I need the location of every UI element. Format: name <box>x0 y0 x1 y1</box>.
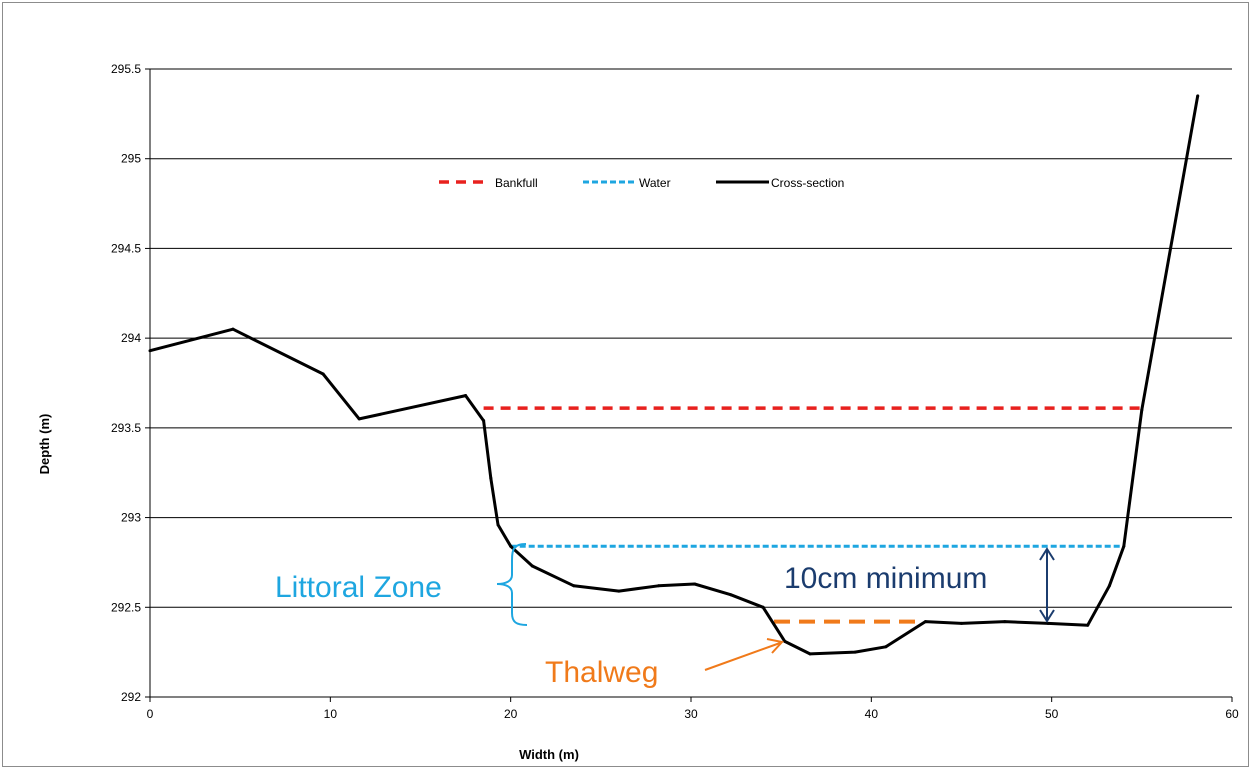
legend-label-water: Water <box>639 176 671 190</box>
ten-cm-minimum-label: 10cm minimum <box>784 562 987 595</box>
thalweg-label: Thalweg <box>545 656 658 689</box>
cross-section-point-15 <box>761 605 765 609</box>
cross-section-point-18 <box>853 650 857 654</box>
x-tick-labels: 0 10 20 30 40 50 60 <box>147 707 1239 721</box>
y-tick-label-0: 292 <box>121 690 141 704</box>
cross-section-point-2 <box>321 372 325 376</box>
cross-section-point-19 <box>884 645 888 649</box>
cross-section-point-8 <box>509 544 513 548</box>
cross-section-point-16 <box>783 639 787 643</box>
y-tick-label-5: 294.5 <box>111 241 141 255</box>
x-tick-label-1: 10 <box>324 707 338 721</box>
cross-section-point-24 <box>1086 623 1090 627</box>
cross-section-point-0 <box>148 349 152 353</box>
thalweg-arrow-shaft <box>704 642 781 671</box>
axes <box>145 68 1233 702</box>
x-tick-label-2: 20 <box>504 707 518 721</box>
x-tick-label-5: 50 <box>1045 707 1059 721</box>
cross-section-point-21 <box>960 621 963 625</box>
y-tick-label-2: 293 <box>121 511 141 525</box>
x-tick-label-6: 60 <box>1225 707 1239 721</box>
x-axis-title: Width (m) <box>519 747 579 762</box>
series-lines <box>148 94 1200 656</box>
cross-section-point-7 <box>496 523 500 527</box>
gridlines <box>150 68 1232 608</box>
cross-section-point-25 <box>1107 584 1111 588</box>
cross-section-point-4 <box>464 394 468 398</box>
thalweg-arrow-head <box>766 638 784 654</box>
cross-section-point-1 <box>231 327 235 331</box>
cross-section-point-10 <box>572 584 576 588</box>
legend-label-cross-section: Cross-section <box>771 176 844 190</box>
y-tick-label-6: 295 <box>121 152 141 166</box>
annotations: Littoral Zone 10cm minimum Thalweg <box>275 543 1055 689</box>
littoral-zone-label: Littoral Zone <box>275 571 442 604</box>
littoral-brace <box>496 543 528 626</box>
y-tick-label-7: 295.5 <box>111 62 141 76</box>
cross-section-point-26 <box>1122 544 1126 548</box>
x-tick-label-3: 30 <box>684 707 698 721</box>
x-tick-label-4: 40 <box>865 707 879 721</box>
cross-section-point-6 <box>489 476 493 480</box>
y-axis-title: Depth (m) <box>37 414 52 475</box>
cross-section-point-28 <box>1196 94 1200 98</box>
cross-section-chart: 292 292.5 293 293.5 294 294.5 295 295.5 0 10 20 30… <box>37 62 1239 762</box>
cross-section-point-14 <box>729 593 733 597</box>
cross-section-point-23 <box>1046 621 1050 625</box>
cross-section-point-11 <box>617 589 621 593</box>
cross-section-point-9 <box>530 564 534 568</box>
cross-section-point-17 <box>808 652 812 656</box>
ten-cm-arrow-head-bottom <box>1039 609 1055 623</box>
legend-label-bankfull: Bankfull <box>495 176 538 190</box>
cross-section-point-3 <box>357 417 361 421</box>
cross-section-point-27 <box>1140 408 1144 412</box>
x-tick-label-0: 0 <box>147 707 154 721</box>
legend: Bankfull Water Cross-section <box>439 176 844 190</box>
cross-section-point-5 <box>482 419 486 423</box>
y-tick-label-3: 293.5 <box>111 421 141 435</box>
cross-section-point-12 <box>657 584 661 588</box>
cross-section-point-20 <box>923 620 927 624</box>
y-tick-label-1: 292.5 <box>111 600 141 614</box>
cross-section-point-13 <box>693 582 697 586</box>
y-tick-labels: 292 292.5 293 293.5 294 294.5 295 295.5 <box>111 62 141 704</box>
cross-section-point-22 <box>1003 620 1007 624</box>
ten-cm-arrow-head-top <box>1039 547 1055 561</box>
y-tick-label-4: 294 <box>121 331 141 345</box>
